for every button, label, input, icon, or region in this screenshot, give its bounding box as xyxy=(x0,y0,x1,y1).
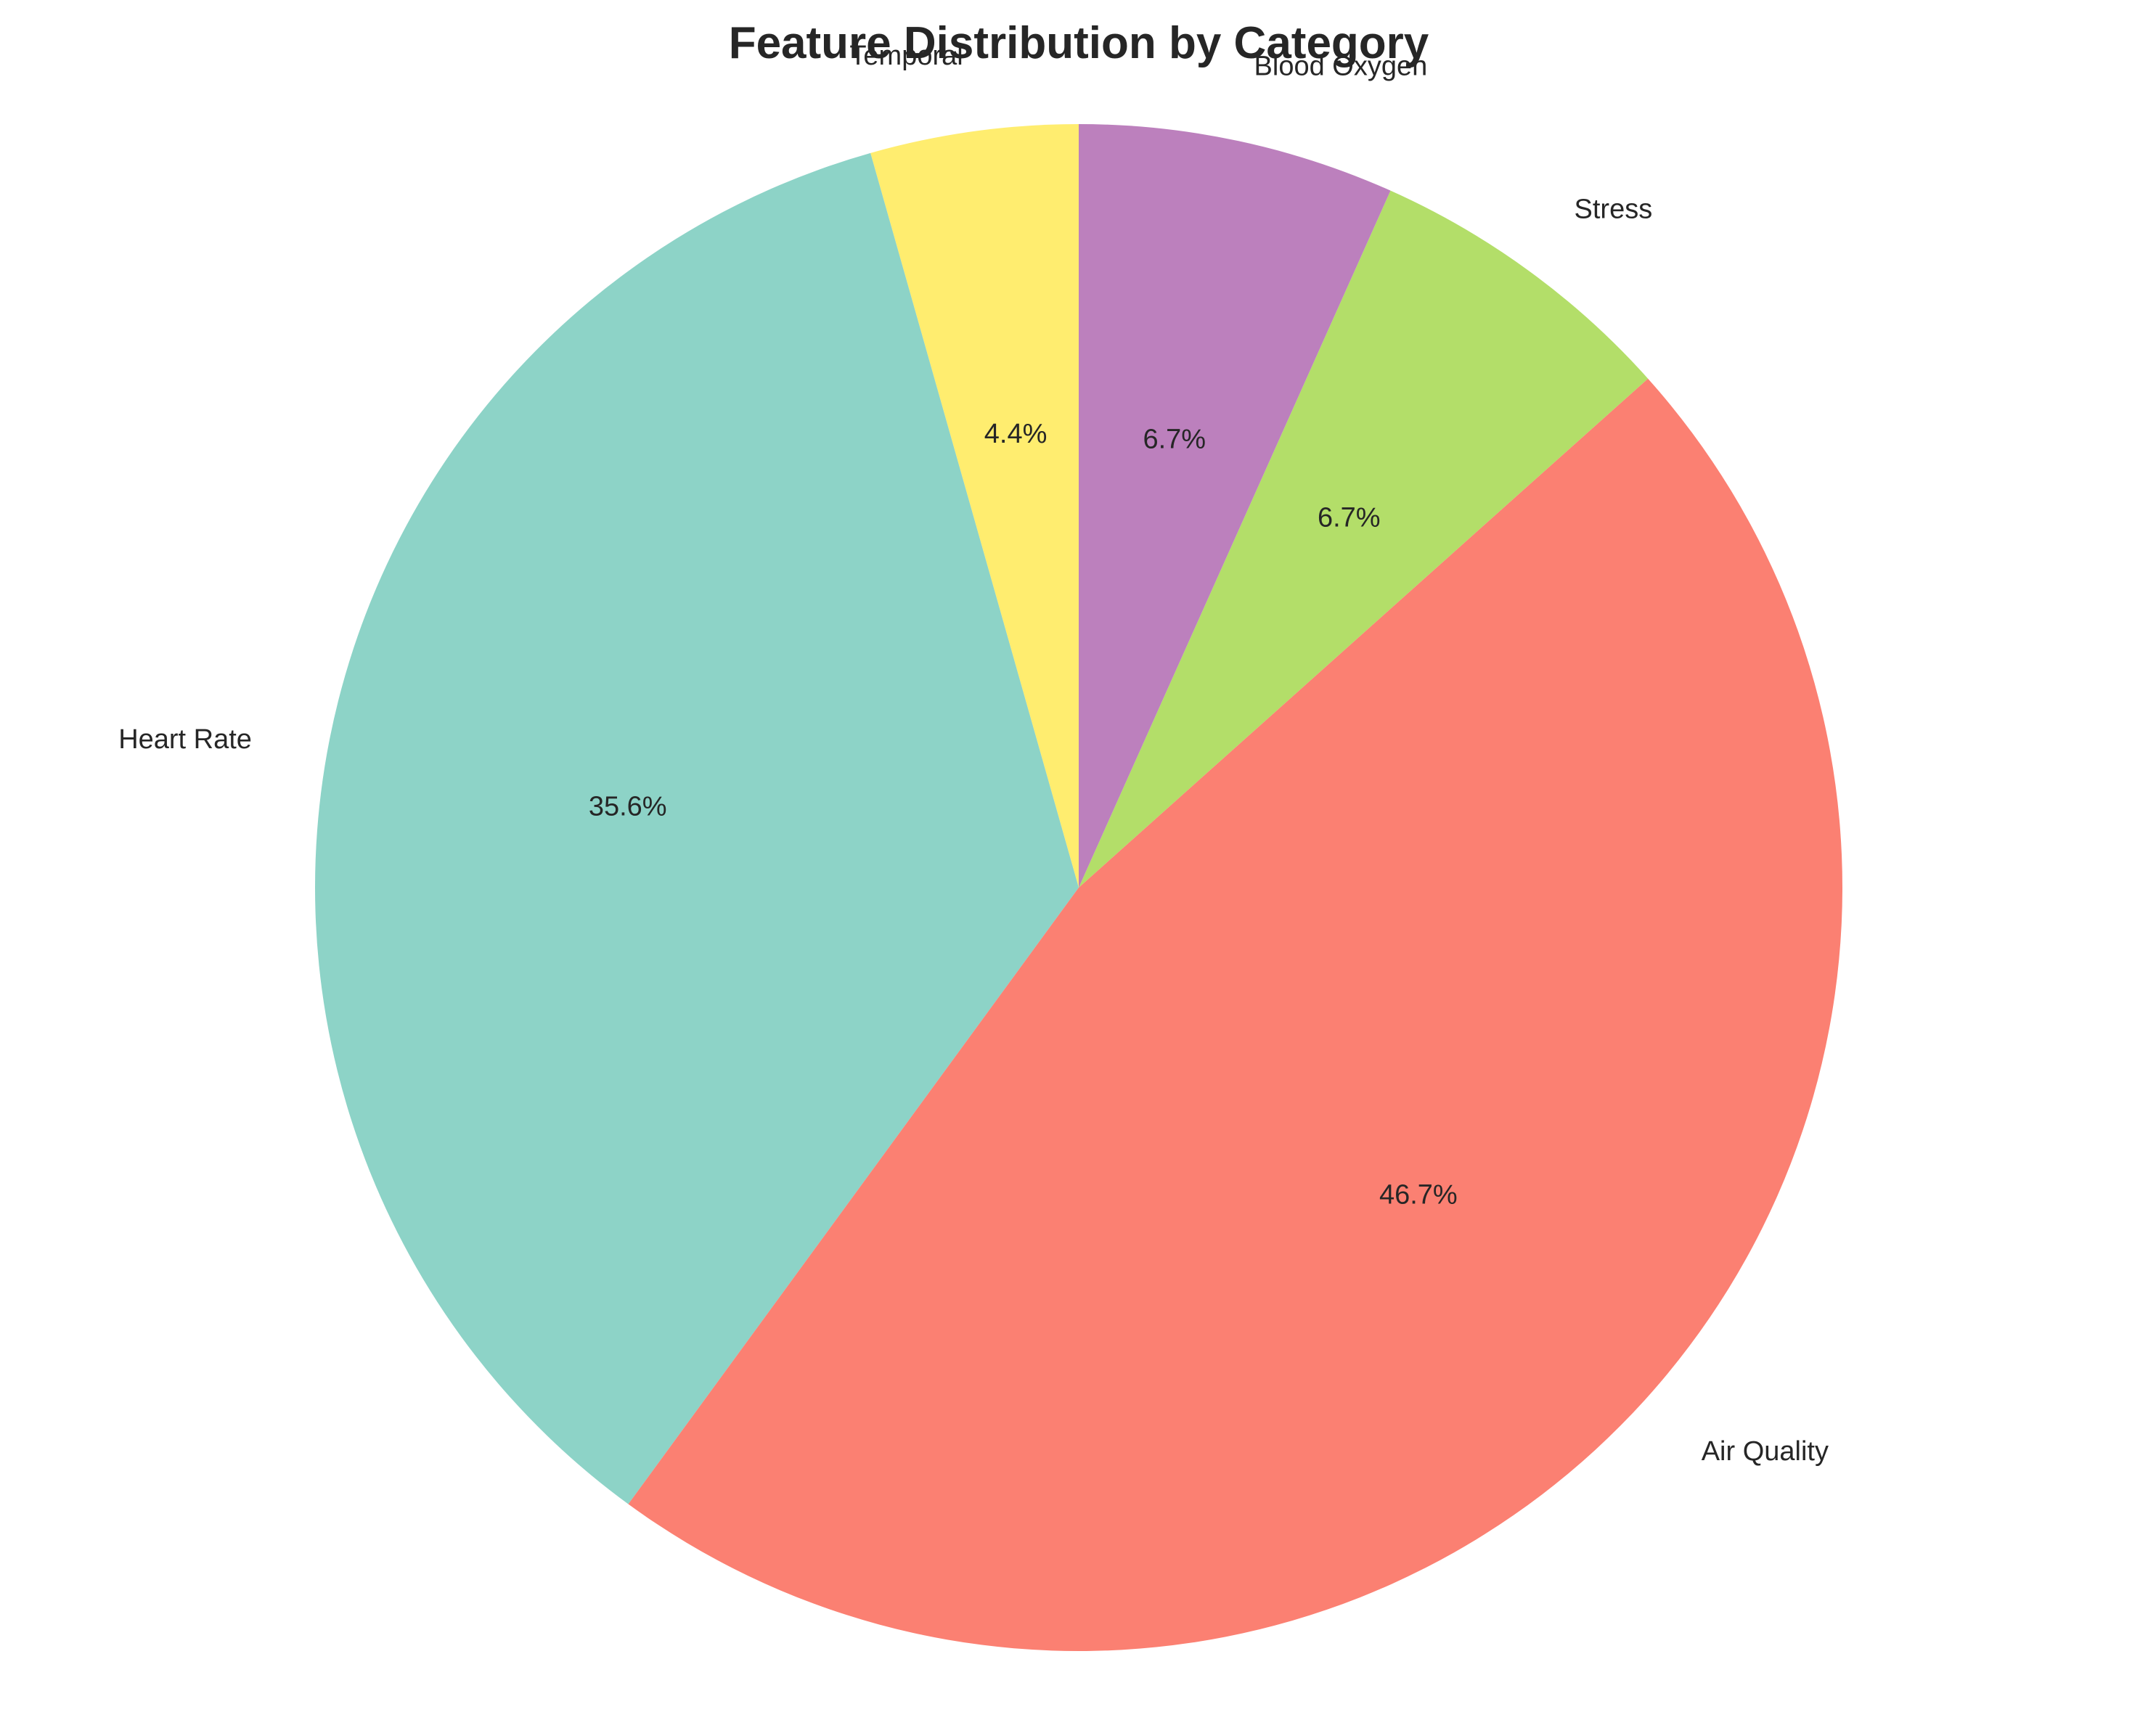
category-label-stress: Stress xyxy=(1575,194,1653,225)
pct-label-stress: 6.7% xyxy=(1318,502,1381,533)
pct-label-heart-rate: 35.6% xyxy=(589,792,667,822)
pct-label-air-quality: 46.7% xyxy=(1379,1180,1458,1211)
category-label-blood-oxygen: Blood Oxygen xyxy=(1254,51,1428,81)
pie-slice-heart-rate xyxy=(315,152,1079,1504)
pct-label-temporal: 4.4% xyxy=(984,419,1048,449)
pie-slice-stress xyxy=(1079,190,1649,888)
chart-title: Feature Distribution by Category xyxy=(729,18,1429,68)
pct-label-blood-oxygen: 6.7% xyxy=(1143,425,1206,455)
pie-slices xyxy=(315,124,1842,1651)
pie-slice-air-quality xyxy=(628,378,1842,1651)
category-label-heart-rate: Heart Rate xyxy=(118,724,252,755)
pie-slice-blood-oxygen xyxy=(1079,124,1391,888)
pie-slice-temporal xyxy=(870,124,1079,888)
category-label-temporal: Temporal xyxy=(849,41,963,71)
pie-labels: 4.4% Temporal 35.6% Heart Rate 46.7% Air Qual… xyxy=(118,41,1829,1467)
category-label-air-quality: Air Quality xyxy=(1702,1436,1829,1467)
